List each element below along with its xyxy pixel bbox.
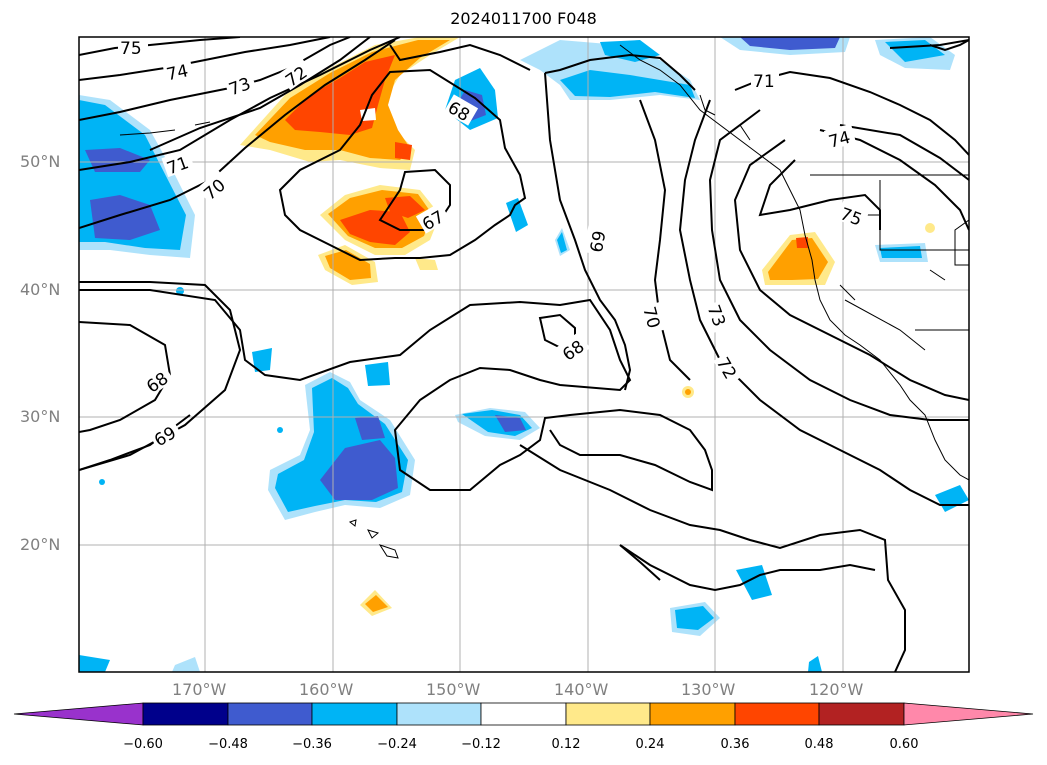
colorbar-tick: −0.60 — [123, 737, 163, 752]
lon-label: 170°W — [172, 680, 227, 699]
colorbar — [13, 702, 1034, 726]
contour-label: 74 — [165, 61, 190, 85]
lat-label: 30°N — [20, 407, 61, 426]
colorbar-tick: −0.48 — [208, 737, 248, 752]
colorbar-extend-low — [13, 702, 144, 726]
colorbar-tick: −0.36 — [292, 737, 332, 752]
colorbar-tick: 0.36 — [720, 737, 750, 752]
colorbar-segment — [818, 702, 905, 726]
colorbar-tick: 0.12 — [551, 737, 581, 752]
map-area — [79, 37, 969, 672]
colorbar-tick: 0.48 — [804, 737, 834, 752]
lon-label: 150°W — [426, 680, 481, 699]
contour-label-group: 75 74 73 72 71 70 68 67 69 68 68 69 70 7… — [118, 38, 870, 451]
colorbar-tick: −0.24 — [377, 737, 417, 752]
map-title: 2024011700 F048 — [450, 9, 597, 28]
contour-label: 71 — [753, 72, 775, 92]
colorbar-segment — [649, 702, 736, 726]
colorbar-segment — [565, 702, 651, 726]
contour-label: 69 — [587, 229, 610, 254]
map-frame — [78, 36, 970, 673]
lon-label: 160°W — [299, 680, 354, 699]
coastlines — [119, 44, 969, 559]
colorbar-segment — [734, 702, 820, 726]
colorbar-tick: 0.24 — [635, 737, 665, 752]
lat-label: 50°N — [20, 152, 61, 171]
colorbar-segment — [480, 702, 567, 726]
shading-negative — [79, 37, 969, 672]
colorbar-segment — [142, 702, 229, 726]
colorbar-segment — [311, 702, 398, 726]
colorbar-segment — [227, 702, 313, 726]
graticule — [79, 37, 969, 672]
contour-label: 75 — [120, 39, 142, 59]
lon-label: 130°W — [681, 680, 736, 699]
colorbar-extend-high — [903, 702, 1034, 726]
colorbar-segment — [396, 702, 482, 726]
lat-label: 40°N — [20, 280, 61, 299]
colorbar-tick: 0.60 — [889, 737, 919, 752]
lon-label: 140°W — [554, 680, 609, 699]
lat-label: 20°N — [20, 535, 61, 554]
colorbar-tick: −0.12 — [461, 737, 501, 752]
lon-label: 120°W — [809, 680, 864, 699]
